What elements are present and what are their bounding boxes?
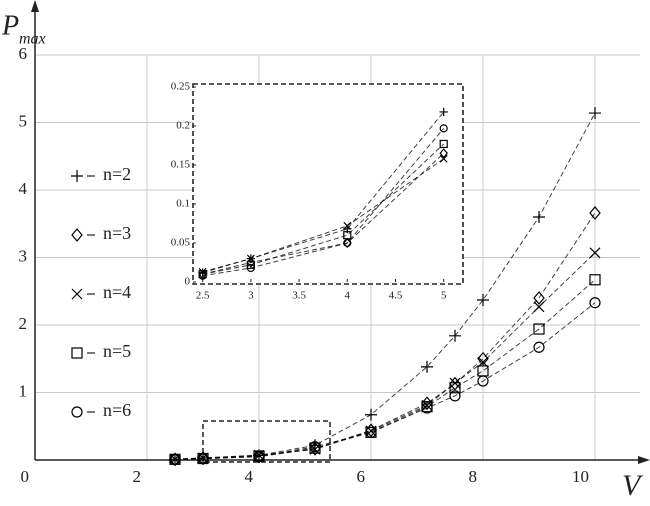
y-tick-label: 0.15 (171, 159, 191, 171)
marker (589, 247, 601, 259)
series-line (202, 143, 445, 275)
series-line (202, 152, 445, 275)
marker (439, 107, 448, 117)
x-axis-arrow (638, 456, 650, 464)
x-tick-label: 2 (133, 467, 142, 486)
marker (421, 360, 433, 373)
marker (449, 390, 461, 402)
x-tick-label: 5 (441, 290, 447, 302)
series-line (202, 158, 444, 273)
marker (253, 451, 265, 463)
x-tick-label: 0 (21, 467, 30, 486)
series-line (174, 302, 596, 460)
y-tick-label: 5 (19, 111, 28, 130)
marker (343, 221, 352, 230)
marker (343, 238, 352, 248)
y-axis-label: P (1, 10, 19, 41)
legend-label: n=4 (103, 282, 131, 302)
x-tick-label: 2.5 (196, 290, 210, 302)
marker (343, 231, 352, 240)
series-line (174, 279, 596, 460)
marker (533, 323, 545, 335)
legend-label: n=3 (103, 223, 131, 243)
y-tick-label: 6 (19, 44, 28, 63)
marker (365, 426, 377, 438)
x-tick-label: 10 (572, 467, 589, 486)
y-tick-label: 2 (19, 314, 28, 333)
marker (439, 148, 448, 159)
x-tick-label: 3.5 (292, 290, 306, 302)
y-tick-label: 0.1 (176, 198, 190, 210)
marker (477, 351, 489, 366)
marker (589, 107, 601, 120)
marker (253, 449, 265, 464)
marker (169, 452, 181, 467)
marker (246, 263, 255, 273)
marker (449, 382, 461, 394)
marker (421, 402, 433, 414)
marker (253, 449, 265, 461)
legend-marker (71, 347, 83, 359)
legend-label: n=6 (103, 400, 131, 420)
y-tick-label: 3 (19, 246, 28, 265)
marker (198, 271, 207, 280)
y-tick-label: 4 (19, 179, 28, 198)
legend-label: n=5 (103, 341, 131, 361)
marker (589, 206, 601, 220)
marker (439, 139, 448, 149)
marker (533, 211, 545, 223)
legend-marker (71, 288, 83, 300)
y-tick-label: 1 (19, 381, 28, 400)
x-tick-label: 6 (357, 467, 366, 486)
y-axis-arrow (31, 0, 39, 12)
y-tick-label: 0.05 (171, 237, 191, 249)
y-tick-label: 0.2 (176, 120, 190, 132)
marker (309, 441, 321, 453)
marker (343, 237, 352, 249)
marker (449, 376, 461, 391)
series-line (202, 128, 445, 277)
marker (439, 154, 448, 163)
x-axis-label: V (622, 469, 644, 502)
inset-background (192, 83, 464, 285)
legend-marker (71, 406, 83, 418)
x-tick-label: 3 (248, 290, 254, 302)
x-tick-label: 4 (245, 467, 254, 486)
series-line (174, 252, 596, 460)
x-tick-label: 8 (469, 467, 478, 486)
marker (477, 375, 489, 387)
y-tick-label: 0.25 (171, 81, 191, 93)
marker (365, 408, 377, 421)
marker (169, 453, 181, 466)
legend-marker (71, 228, 83, 242)
marker (533, 291, 545, 305)
x-tick-label: 4.5 (389, 290, 403, 302)
y-axis-label-sub: max (19, 31, 46, 48)
legend-label: n=2 (103, 164, 131, 184)
marker (533, 301, 545, 313)
marker (477, 294, 489, 307)
y-tick-label: 0 (185, 276, 191, 288)
marker (533, 341, 545, 353)
marker (449, 329, 461, 342)
marker (197, 453, 209, 465)
marker (589, 297, 601, 309)
marker (439, 124, 448, 133)
legend-marker (71, 170, 83, 182)
zoom-region (202, 420, 331, 463)
x-tick-label: 4 (345, 290, 351, 302)
marker (589, 274, 601, 286)
